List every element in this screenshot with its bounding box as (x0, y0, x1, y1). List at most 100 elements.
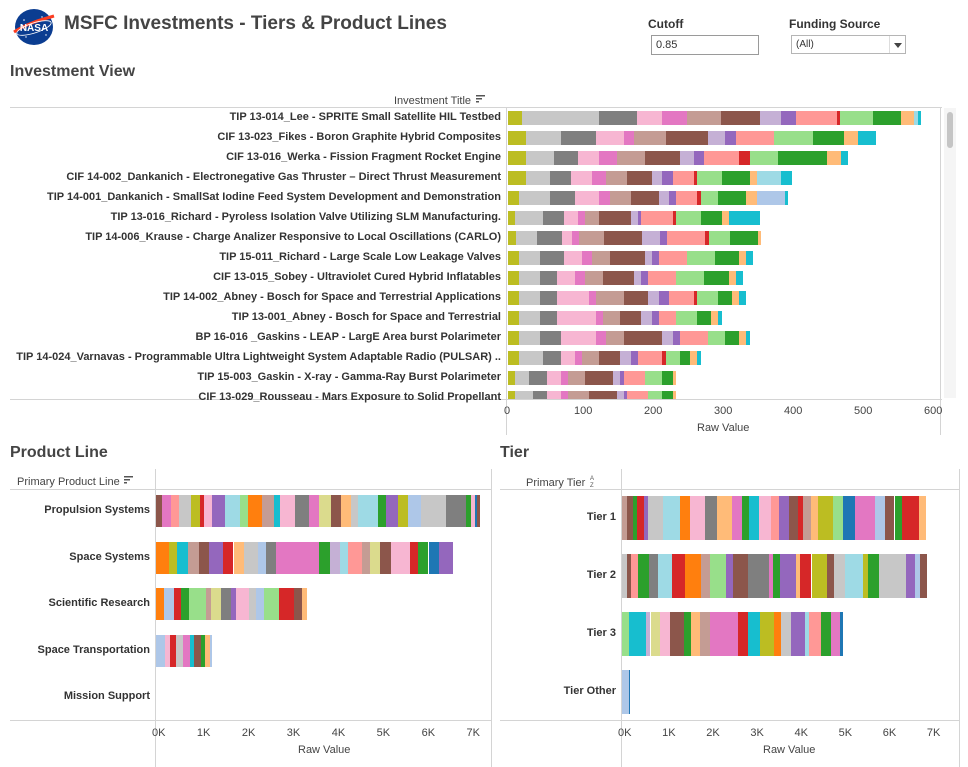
investment-row-bar-segment[interactable] (588, 291, 596, 305)
tier-row-bar-segment[interactable] (803, 496, 811, 540)
product-line-row-bar-segment[interactable] (391, 541, 410, 574)
tier-row-bar-segment[interactable] (798, 496, 804, 540)
investment-row-bar-segment[interactable] (518, 311, 540, 325)
investment-row-bar-segment[interactable] (658, 191, 669, 205)
investment-row-bar-segment[interactable] (599, 151, 617, 165)
tier-row-bar-segment[interactable] (628, 670, 630, 714)
investment-row-bar-segment[interactable] (637, 211, 641, 225)
tier-row-bar-segment[interactable] (778, 496, 789, 540)
tier-row-bar-segment[interactable] (863, 554, 868, 598)
investment-row-bar-segment[interactable] (739, 251, 746, 265)
investment-row-bar-segment[interactable] (532, 391, 547, 399)
investment-row-bar-segment[interactable] (658, 251, 687, 265)
investment-row-bar-segment[interactable] (676, 271, 704, 285)
investment-row-bar-segment[interactable] (826, 151, 841, 165)
tier-row-bar-segment[interactable] (629, 612, 646, 656)
investment-row-bar-segment[interactable] (588, 391, 617, 399)
product-line-row-bar-segment[interactable] (358, 495, 379, 527)
investment-row-bar-segment[interactable] (644, 371, 662, 385)
investment-row-bar-segment[interactable] (679, 331, 708, 345)
investment-row-bar-segment[interactable] (508, 171, 526, 185)
tier-row-bar-segment[interactable] (811, 554, 828, 598)
tier-row-bar-segment[interactable] (867, 554, 880, 598)
product-line-row-bar-segment[interactable] (257, 541, 266, 574)
investment-row-bar-segment[interactable] (508, 111, 522, 125)
investment-row-bar-segment[interactable] (697, 171, 722, 185)
investment-row-bar-segment[interactable] (627, 171, 652, 185)
product-line-row-bar-segment[interactable] (200, 634, 206, 667)
product-line-row-bar-segment[interactable] (398, 495, 409, 527)
product-line-row-bar-segment[interactable] (209, 634, 213, 667)
tier-row-bar-segment[interactable] (648, 496, 663, 540)
investment-row-bar-segment[interactable] (648, 391, 662, 399)
investment-row-bar-segment[interactable] (518, 191, 550, 205)
tier-row-bar-segment[interactable] (795, 554, 801, 598)
investment-row-bar-segment[interactable] (560, 371, 568, 385)
investment-row-bar-segment[interactable] (641, 271, 648, 285)
tier-row-bar-segment[interactable] (884, 496, 895, 540)
investment-row-bar-segment[interactable] (620, 371, 624, 385)
investment-row-bar-segment[interactable] (623, 291, 648, 305)
investment-row-label[interactable]: CIF 13-015_Sobey - Ultraviolet Cured Hyb… (213, 271, 501, 283)
investment-row-bar-segment[interactable] (616, 391, 624, 399)
investment-row-bar-segment[interactable] (662, 371, 673, 385)
sort-icon[interactable] (475, 93, 487, 105)
investment-row-label[interactable]: BP 16-016 _Gaskins - LEAP - LargE Area b… (195, 331, 501, 343)
product-line-row-bar-segment[interactable] (319, 495, 331, 527)
investment-row-bar-segment[interactable] (669, 291, 694, 305)
investment-row-bar-segment[interactable] (690, 351, 697, 365)
tier-row-bar-segment[interactable] (827, 554, 835, 598)
tier-row-bar-segment[interactable] (788, 496, 799, 540)
investment-row-bar-segment[interactable] (606, 171, 627, 185)
product-line-row-bar-segment[interactable] (278, 588, 294, 620)
investment-row-bar-segment[interactable] (687, 111, 721, 125)
investment-row-bar-segment[interactable] (784, 191, 788, 205)
investment-row-bar-segment[interactable] (658, 311, 676, 325)
tier-row-bar-segment[interactable] (645, 612, 651, 656)
investment-row-bar-segment[interactable] (686, 251, 715, 265)
investment-row-bar-segment[interactable] (579, 231, 604, 245)
product-line-row-bar-segment[interactable] (248, 588, 257, 620)
investment-row-bar-segment[interactable] (508, 371, 515, 385)
tier-row-bar-segment[interactable] (832, 496, 843, 540)
tier-row-label[interactable]: Tier 1 (586, 511, 616, 523)
investment-row-bar-segment[interactable] (648, 291, 659, 305)
investment-row-bar-segment[interactable] (537, 231, 562, 245)
investment-row-bar-segment[interactable] (529, 371, 547, 385)
investment-row-bar-segment[interactable] (873, 111, 902, 125)
investment-row-bar-segment[interactable] (721, 171, 750, 185)
investment-row-bar-segment[interactable] (525, 171, 550, 185)
product-line-row-bar-segment[interactable] (240, 495, 248, 527)
product-line-row-bar-segment[interactable] (206, 588, 212, 620)
tier-row-bar-segment[interactable] (748, 554, 769, 598)
tier-row-bar-segment[interactable] (700, 612, 710, 656)
investment-row-bar-segment[interactable] (623, 371, 645, 385)
investment-row-bar-segment[interactable] (679, 351, 690, 365)
investment-row-bar-segment[interactable] (756, 191, 785, 205)
investment-row-bar-segment[interactable] (515, 211, 543, 225)
investment-row-bar-segment[interactable] (812, 131, 844, 145)
tier-row-bar-segment[interactable] (660, 612, 670, 656)
investment-row-bar-segment[interactable] (508, 151, 526, 165)
product-line-row-bar-segment[interactable] (156, 588, 164, 620)
tier-row-bar-segment[interactable] (662, 496, 681, 540)
investment-row-bar-segment[interactable] (564, 211, 578, 225)
tier-row-bar-segment[interactable] (830, 612, 841, 656)
tier-row-label[interactable]: Tier 2 (586, 569, 616, 581)
product-line-row-bar-segment[interactable] (169, 541, 178, 574)
investment-row-bar-segment[interactable] (609, 251, 645, 265)
investment-row-bar-segment[interactable] (725, 331, 739, 345)
investment-row-label[interactable]: TIP 13-016_Richard - Pyroless Isolation … (110, 211, 501, 223)
tier-row-bar-segment[interactable] (855, 496, 875, 540)
product-line-row-bar-segment[interactable] (274, 495, 281, 527)
investment-row-bar-segment[interactable] (508, 331, 519, 345)
investment-row-bar-segment[interactable] (599, 111, 637, 125)
investment-row-bar-segment[interactable] (603, 231, 643, 245)
investment-row-bar-segment[interactable] (672, 371, 676, 385)
investment-row-bar-segment[interactable] (578, 211, 585, 225)
investment-row-bar-segment[interactable] (572, 231, 580, 245)
tier-row-bar-segment[interactable] (738, 612, 748, 656)
investment-row-bar-segment[interactable] (901, 111, 914, 125)
product-line-row-bar-segment[interactable] (171, 495, 179, 527)
investment-row-bar-segment[interactable] (739, 291, 746, 305)
